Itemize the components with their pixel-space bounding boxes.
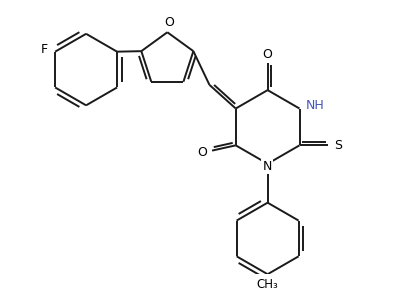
Text: F: F: [40, 43, 48, 56]
Text: N: N: [263, 160, 272, 173]
Text: NH: NH: [306, 99, 325, 112]
Text: O: O: [164, 16, 174, 29]
Text: O: O: [198, 146, 207, 159]
Text: O: O: [263, 48, 272, 61]
Text: S: S: [334, 139, 342, 152]
Text: CH₃: CH₃: [257, 278, 279, 290]
